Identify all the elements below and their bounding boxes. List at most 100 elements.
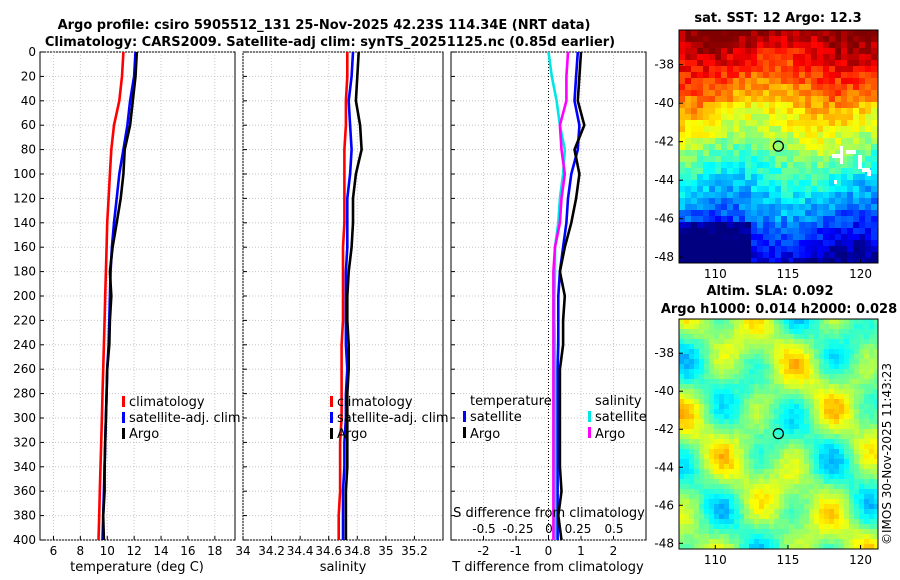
map-cell [841,222,848,229]
map-cell [819,359,825,365]
map-cell [834,524,840,530]
map-cell [704,474,710,480]
map-cell [729,509,735,515]
map-cell [839,419,845,425]
map-cell [769,174,776,181]
map-cell [759,489,765,495]
map-cell [685,132,692,139]
map-cell [779,379,785,385]
map-cell [794,509,800,515]
map-cell [679,404,685,410]
map-cell [769,126,776,133]
map-cell [759,374,765,380]
map-cell [751,132,758,139]
map-cell [799,150,806,157]
map-cell [864,454,870,460]
map-cell [847,162,854,169]
map-cell [697,258,704,263]
map-cell [804,354,810,360]
map-cell [769,489,775,495]
map-cell [745,54,752,61]
map-cell [721,60,728,67]
map-cell [854,364,860,370]
map-cell [727,168,734,175]
map-cell [847,156,854,163]
map-cell [729,344,735,350]
map-cell [799,399,805,405]
map-cell [729,319,735,325]
map-cell [679,186,686,193]
map-cell [787,168,794,175]
map-cell [799,84,806,91]
map-cell [824,364,830,370]
temperature-xlabel: temperature (deg C) [70,560,204,575]
map-cell [799,240,806,247]
map-cell [844,364,850,370]
map-cell [854,349,860,355]
map-cell [689,439,695,445]
map-cell [799,439,805,445]
map-cell [787,120,794,127]
map-cell [749,319,755,325]
map-cell [709,144,716,151]
map-cell [869,399,875,405]
map-cell [751,168,758,175]
map-cell [844,514,850,520]
map-cell [811,120,818,127]
map-cell [757,54,764,61]
map-cell [794,489,800,495]
map-cell [794,319,800,325]
map-cell [689,399,695,405]
map-cell [697,114,704,121]
map-cell [844,324,850,330]
map-cell [775,120,782,127]
map-cell [859,489,865,495]
map-cell [804,464,810,470]
map-cell [859,156,866,163]
map-cell [835,54,842,61]
map-cell [739,126,746,133]
map-cell [835,222,842,229]
map-cell [824,544,830,549]
map-cell [721,150,728,157]
map-cell [859,359,865,365]
map-cell [733,174,740,181]
map-cell [829,126,836,133]
map-cell [871,246,878,253]
map-cell [871,48,878,55]
map-cell [834,529,840,535]
map-cell [744,439,750,445]
map-cell [769,180,776,187]
map-cell [727,228,734,235]
map-cell [793,210,800,217]
x-tick-label: 1 [577,544,585,558]
map-cell [829,384,835,390]
map-cell [685,60,692,67]
map-cell [814,424,820,430]
map-cell [685,198,692,205]
x-tick-label: 6 [50,544,58,558]
map-cell [733,144,740,151]
map-cell [689,509,695,515]
map-cell [859,459,865,465]
map-cell [749,474,755,480]
map-cell [811,234,818,241]
map-cell [719,464,725,470]
map-cell [739,72,746,79]
map-cell [764,519,770,525]
map-cell [759,449,765,455]
map-cell [835,240,842,247]
map-cell [684,329,690,335]
map-cell [694,509,700,515]
map-cell [834,444,840,450]
map-cell [817,150,824,157]
map-cell [724,354,730,360]
map-cell [697,198,704,205]
map-cell [859,539,865,545]
map-cell [684,434,690,440]
map-cell [759,439,765,445]
map-cell [871,78,878,85]
map-cell [769,484,775,490]
map-cell [819,509,825,515]
depth-tick-label: 220 [13,313,36,327]
